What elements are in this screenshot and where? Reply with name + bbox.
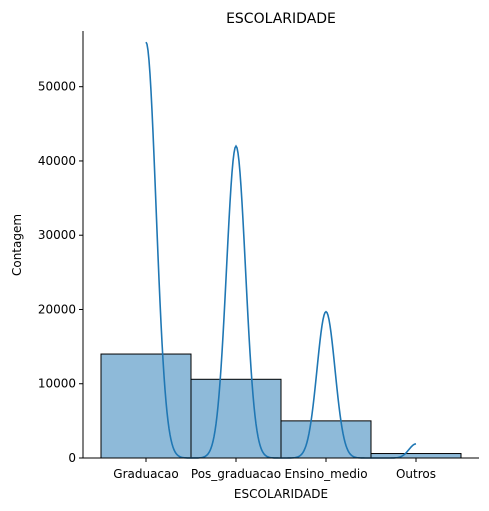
- x-tick-label-pos_graduacao: Pos_graduacao: [191, 467, 281, 481]
- y-axis-label: Contagem: [10, 214, 24, 276]
- y-tick-label: 20000: [38, 302, 76, 316]
- x-tick-label-outros: Outros: [396, 467, 436, 481]
- y-ticks-group: 0 10000 20000 30000 40000 50000: [38, 80, 83, 465]
- bars-group: [100, 353, 462, 459]
- x-ticks-group: Graduacao Pos_graduacao Ensino_medio Outros: [113, 458, 436, 481]
- x-tick-label-graduacao: Graduacao: [113, 467, 178, 481]
- bar-pos_graduacao: [190, 378, 282, 459]
- chart-title: ESCOLARIDADE: [226, 11, 336, 27]
- bar-ensino_medio: [280, 420, 372, 459]
- y-tick-label: 30000: [38, 228, 76, 242]
- x-axis-label: ESCOLARIDADE: [234, 487, 328, 501]
- x-tick-label-ensino_medio: Ensino_medio: [284, 467, 367, 481]
- bar-graduacao: [100, 353, 192, 459]
- y-tick-label: 40000: [38, 154, 76, 168]
- y-tick-label: 0: [68, 451, 76, 465]
- y-tick-label: 50000: [38, 80, 76, 94]
- y-tick-label: 10000: [38, 377, 76, 391]
